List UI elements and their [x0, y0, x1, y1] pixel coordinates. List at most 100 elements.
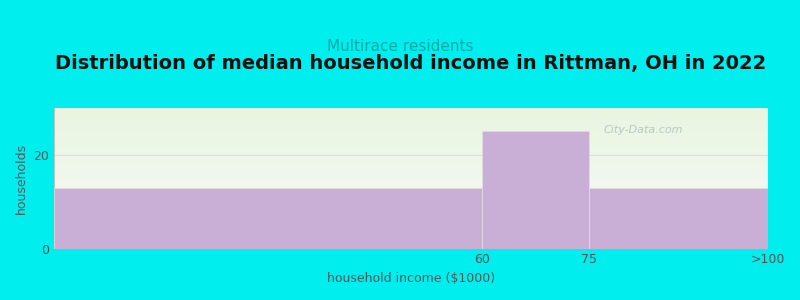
Bar	[54, 238, 768, 239]
Bar	[54, 221, 768, 222]
Bar	[54, 242, 768, 243]
Bar	[54, 161, 768, 162]
Bar	[54, 220, 768, 221]
Bar	[54, 150, 768, 151]
Bar	[54, 185, 768, 186]
Bar	[54, 149, 768, 150]
Bar	[54, 167, 768, 168]
Bar	[54, 179, 768, 180]
Bar	[54, 159, 768, 160]
Bar	[54, 114, 768, 115]
Bar	[54, 130, 768, 131]
Bar	[54, 195, 768, 196]
Bar	[54, 222, 768, 223]
Bar	[54, 139, 768, 140]
Bar	[54, 121, 768, 122]
Bar	[54, 205, 768, 206]
Bar	[54, 188, 768, 189]
Bar	[54, 219, 768, 220]
Bar	[54, 248, 768, 249]
Bar	[54, 227, 768, 228]
Bar	[54, 147, 768, 148]
Bar	[54, 192, 768, 193]
Bar	[54, 124, 768, 125]
Bar	[54, 181, 768, 182]
Bar	[54, 180, 768, 181]
Bar	[54, 129, 768, 130]
Bar	[54, 224, 768, 225]
Bar	[54, 134, 768, 135]
Bar	[54, 170, 768, 171]
Bar	[54, 112, 768, 113]
Bar	[54, 189, 768, 190]
Bar	[54, 123, 768, 124]
Bar	[54, 135, 768, 136]
Bar	[54, 245, 768, 246]
Bar	[482, 131, 590, 249]
Y-axis label: households: households	[15, 143, 28, 214]
Bar	[54, 193, 768, 194]
Bar	[54, 145, 768, 146]
Bar	[54, 158, 768, 159]
Bar	[54, 171, 768, 172]
Bar	[54, 191, 768, 192]
Bar	[54, 177, 768, 178]
Bar	[54, 120, 768, 121]
Bar	[54, 131, 768, 132]
Bar	[54, 209, 768, 210]
Bar	[54, 231, 768, 232]
Bar	[54, 229, 768, 230]
Bar	[54, 184, 768, 185]
Bar	[54, 188, 482, 249]
Bar	[54, 240, 768, 241]
Bar	[54, 202, 768, 203]
Bar	[54, 236, 768, 237]
Bar	[54, 247, 768, 248]
Bar	[54, 232, 768, 233]
Bar	[54, 165, 768, 166]
Bar	[54, 141, 768, 142]
Bar	[54, 156, 768, 157]
Bar	[54, 133, 768, 134]
Bar	[54, 196, 768, 197]
Bar	[54, 157, 768, 158]
Bar	[54, 138, 768, 139]
Bar	[54, 233, 768, 234]
Bar	[54, 110, 768, 111]
Bar	[54, 148, 768, 149]
Bar	[54, 207, 768, 208]
Bar	[54, 173, 768, 174]
Bar	[54, 244, 768, 245]
Bar	[54, 122, 768, 123]
Bar	[590, 188, 768, 249]
Bar	[54, 243, 768, 244]
Bar	[54, 115, 768, 116]
Bar	[54, 128, 768, 129]
Bar	[54, 200, 768, 201]
Bar	[54, 217, 768, 218]
Bar	[54, 118, 768, 119]
Bar	[54, 164, 768, 165]
Bar	[54, 226, 768, 227]
Bar	[54, 151, 768, 152]
Bar	[54, 187, 768, 188]
Bar	[54, 174, 768, 175]
Bar	[54, 126, 768, 127]
Title: Distribution of median household income in Rittman, OH in 2022: Distribution of median household income …	[55, 54, 766, 73]
Bar	[54, 168, 768, 169]
Bar	[54, 241, 768, 242]
Bar	[54, 169, 768, 170]
Bar	[54, 198, 768, 199]
Bar	[54, 153, 768, 154]
Text: City-Data.com: City-Data.com	[604, 125, 683, 135]
Bar	[54, 214, 768, 215]
Bar	[54, 178, 768, 179]
Bar	[54, 235, 768, 236]
Bar	[54, 143, 768, 144]
Bar	[54, 203, 768, 204]
Bar	[54, 225, 768, 226]
Bar	[54, 208, 768, 209]
Bar	[54, 216, 768, 217]
Bar	[54, 160, 768, 161]
Bar	[54, 190, 768, 191]
